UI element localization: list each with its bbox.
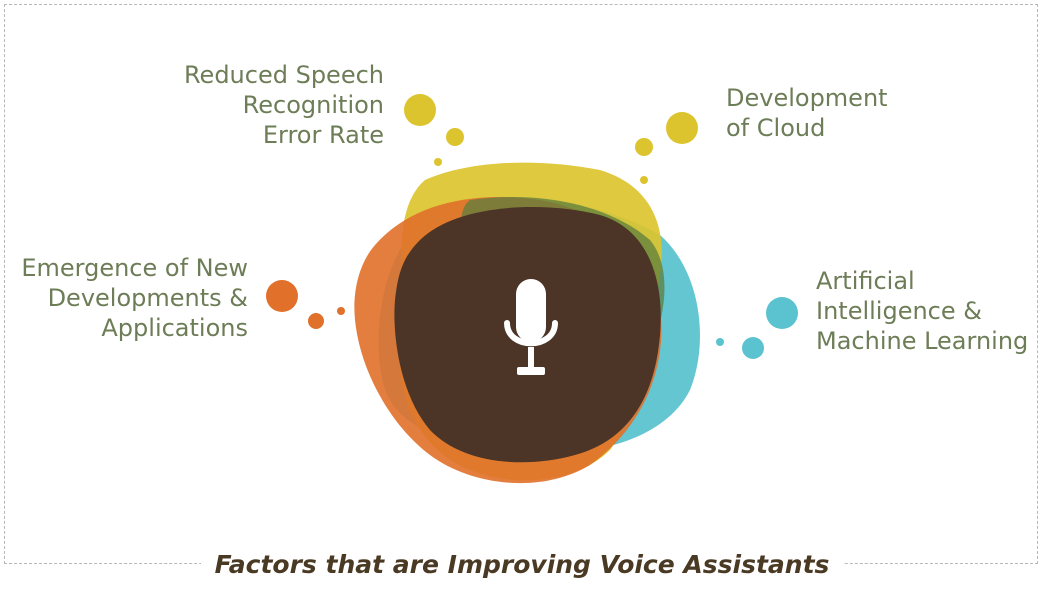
caption-container: Factors that are Improving Voice Assista… (0, 544, 1044, 584)
dots-speech (404, 94, 464, 166)
label-line: Applications (101, 314, 248, 342)
dot (404, 94, 436, 126)
label-line: Reduced Speech (183, 61, 384, 89)
dots-emergence (266, 280, 345, 329)
dot (434, 158, 442, 166)
factor-label-emergence: Emergence of New Developments & Applicat… (21, 253, 248, 343)
factor-label-speech: Reduced Speech Recognition Error Rate (184, 60, 384, 150)
label-line: Error Rate (262, 121, 384, 149)
label-line: Intelligence & (816, 297, 982, 325)
dot (766, 297, 798, 329)
dot (716, 338, 724, 346)
dots-ai (716, 297, 798, 359)
label-line: Developments & (47, 284, 248, 312)
dot (337, 307, 345, 315)
factor-label-cloud: Development of Cloud (726, 83, 888, 143)
label-line: of Cloud (726, 114, 826, 142)
dot (666, 112, 698, 144)
dot (742, 337, 764, 359)
dot (635, 138, 653, 156)
dot (640, 176, 648, 184)
label-line: Artificial (816, 267, 915, 295)
diagram-caption: Factors that are Improving Voice Assista… (200, 549, 844, 579)
label-line: Recognition (242, 91, 384, 119)
label-line: Development (726, 84, 888, 112)
dots-cloud (635, 112, 698, 184)
label-line: Machine Learning (816, 327, 1029, 355)
dot (266, 280, 298, 312)
microphone-icon (504, 279, 558, 375)
label-line: Emergence of New (21, 254, 248, 282)
dot (308, 313, 324, 329)
factor-label-ai: Artificial Intelligence & Machine Learni… (816, 266, 1028, 356)
dot (446, 128, 464, 146)
